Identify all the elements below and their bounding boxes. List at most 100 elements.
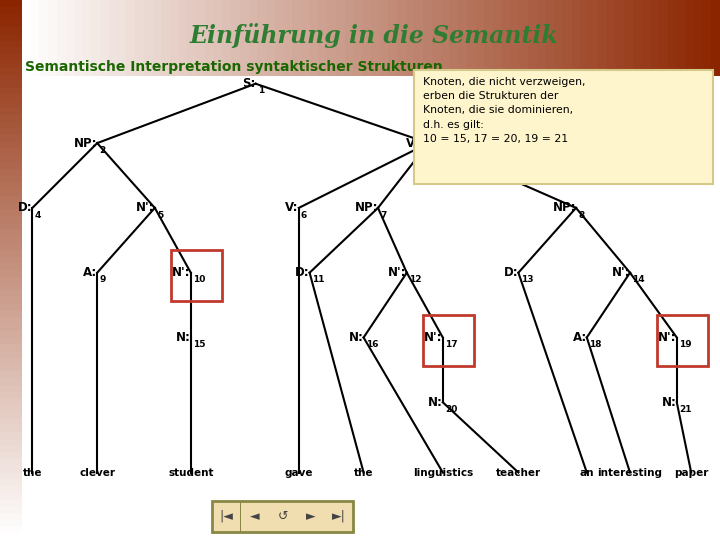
Bar: [135, 0, 145, 76]
Bar: [0, 201, 22, 209]
Bar: [0, 154, 22, 162]
Bar: [0, 269, 22, 276]
Text: N':: N':: [611, 266, 630, 279]
Bar: [0, 0, 22, 6]
Bar: [615, 0, 626, 76]
Bar: [100, 0, 110, 76]
Bar: [536, 0, 547, 76]
Bar: [0, 208, 22, 216]
Text: paper: paper: [674, 468, 708, 477]
Bar: [0, 60, 22, 68]
Bar: [117, 0, 128, 76]
Bar: [694, 0, 704, 76]
Bar: [0, 390, 22, 399]
Text: 20: 20: [445, 405, 457, 414]
Bar: [336, 0, 346, 76]
Text: 13: 13: [521, 275, 533, 285]
Text: N:: N:: [662, 396, 677, 409]
Text: |◄: |◄: [220, 510, 233, 523]
Bar: [0, 397, 22, 405]
Bar: [467, 0, 477, 76]
Text: A:: A:: [83, 266, 97, 279]
Text: A:: A:: [572, 331, 587, 344]
Bar: [657, 314, 708, 366]
Text: NP:: NP:: [552, 201, 576, 214]
Bar: [66, 0, 76, 76]
Bar: [83, 0, 93, 76]
Bar: [187, 0, 197, 76]
Bar: [572, 0, 582, 76]
Text: linguistics: linguistics: [413, 468, 473, 477]
Text: D:: D:: [504, 266, 518, 279]
Bar: [0, 221, 22, 229]
Bar: [528, 0, 538, 76]
Text: ↺: ↺: [277, 510, 288, 523]
Bar: [0, 336, 22, 345]
Bar: [423, 314, 474, 366]
Bar: [0, 174, 22, 182]
Bar: [703, 0, 713, 76]
Bar: [292, 0, 302, 76]
Bar: [510, 0, 521, 76]
Bar: [624, 0, 634, 76]
Text: ◄: ◄: [250, 510, 259, 523]
Text: D:: D:: [295, 266, 310, 279]
Bar: [0, 404, 22, 411]
Text: 14: 14: [632, 275, 645, 285]
Bar: [598, 0, 608, 76]
Bar: [476, 0, 486, 76]
Bar: [0, 471, 22, 480]
Bar: [0, 140, 22, 148]
Bar: [0, 451, 22, 459]
Bar: [170, 0, 180, 76]
Bar: [0, 323, 22, 330]
Bar: [0, 383, 22, 392]
Bar: [171, 249, 222, 301]
Bar: [0, 512, 22, 519]
Text: 5: 5: [157, 211, 163, 220]
Bar: [0, 491, 22, 500]
Bar: [0, 107, 22, 114]
Bar: [449, 0, 459, 76]
Bar: [0, 73, 22, 81]
Bar: [22, 0, 32, 76]
Text: S:: S:: [242, 77, 256, 90]
Bar: [0, 464, 22, 472]
Bar: [0, 343, 22, 351]
Bar: [345, 0, 355, 76]
Bar: [0, 417, 22, 426]
Text: 7: 7: [380, 211, 387, 220]
Bar: [441, 0, 451, 76]
Bar: [301, 0, 311, 76]
Text: 21: 21: [679, 405, 691, 414]
Bar: [388, 0, 398, 76]
Text: NP:: NP:: [73, 137, 97, 150]
Bar: [74, 0, 84, 76]
Bar: [0, 289, 22, 297]
Bar: [676, 0, 687, 76]
Bar: [423, 0, 433, 76]
Bar: [91, 0, 102, 76]
Text: N':: N':: [172, 266, 191, 279]
Text: N':: N':: [424, 331, 443, 344]
Bar: [0, 161, 22, 168]
Text: the: the: [22, 468, 42, 477]
Bar: [0, 120, 22, 128]
Bar: [284, 0, 294, 76]
Bar: [57, 0, 67, 76]
Text: 16: 16: [366, 340, 378, 349]
Bar: [0, 424, 22, 432]
Bar: [0, 242, 22, 249]
Bar: [485, 0, 495, 76]
Bar: [354, 0, 364, 76]
Bar: [659, 0, 669, 76]
Bar: [0, 370, 22, 378]
Bar: [275, 0, 285, 76]
Text: 8: 8: [578, 211, 585, 220]
Bar: [0, 410, 22, 418]
Bar: [179, 0, 189, 76]
Text: ►: ►: [306, 510, 315, 523]
Bar: [240, 501, 241, 532]
Bar: [0, 444, 22, 453]
Bar: [0, 532, 22, 540]
